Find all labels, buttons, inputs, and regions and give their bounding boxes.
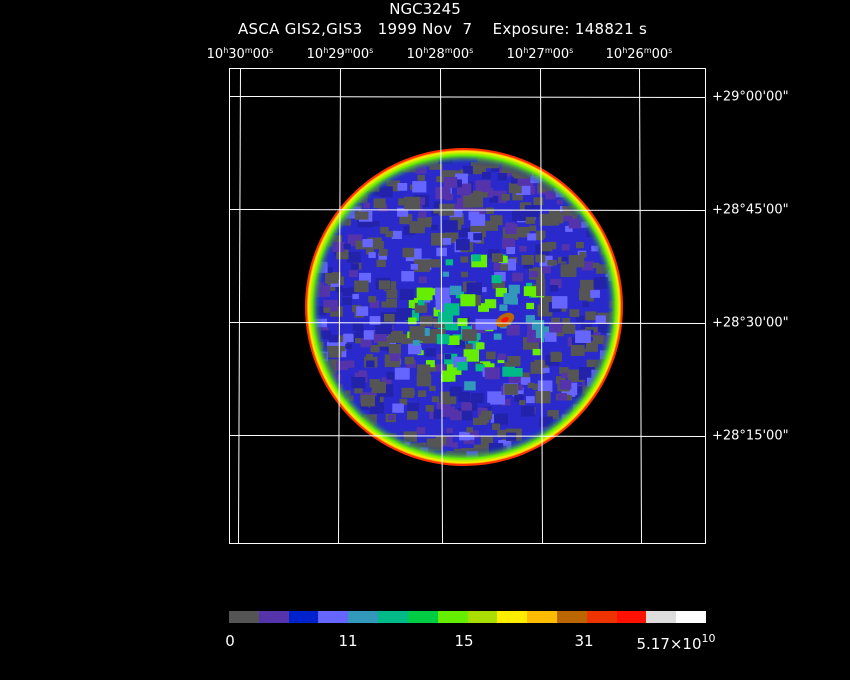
- ra-tick-label: 10h27m00s: [506, 46, 574, 62]
- dec-tick-label: +28°45'00": [712, 202, 789, 218]
- object-title: NGC3245: [389, 0, 461, 18]
- colorbar-swatch: [229, 611, 259, 623]
- intensity-patch: [592, 402, 604, 411]
- intensity-patch: [621, 286, 622, 296]
- grid-line: [228, 96, 706, 98]
- colorbar-swatch: [556, 611, 587, 623]
- ra-tick-label: 10h26m00s: [605, 46, 673, 62]
- ra-tick-label: 10h28m00s: [406, 46, 474, 62]
- colorbar-swatch: [318, 611, 349, 623]
- source-core: [501, 317, 509, 323]
- intensity-patch: [466, 464, 481, 465]
- colorbar-swatch: [527, 611, 557, 623]
- grid-line: [228, 209, 706, 211]
- colorbar-swatch: [646, 611, 677, 623]
- colorbar-tick-label: 31: [574, 632, 594, 650]
- dec-tick-label: +28°30'00": [712, 315, 789, 331]
- grid-line: [639, 67, 642, 544]
- colorbar-tick-label: 0: [225, 632, 235, 650]
- colorbar-tick-label: 11: [338, 632, 358, 650]
- grid-line: [238, 67, 241, 544]
- date-label: 1999 Nov 7: [377, 20, 473, 38]
- exposure-label: Exposure: 148821 s: [492, 20, 648, 38]
- colorbar-swatch: [497, 611, 528, 623]
- grid-line: [228, 435, 706, 437]
- colorbar-swatch: [676, 611, 706, 623]
- colorbar-tick-label: 15: [454, 632, 474, 650]
- ra-tick-label: 10h29m00s: [306, 46, 374, 62]
- grid-line: [338, 67, 341, 544]
- colorbar-swatch: [288, 611, 319, 623]
- intensity-patch: [617, 345, 622, 353]
- colorbar-swatch: [258, 611, 289, 623]
- colorbar: [229, 611, 706, 623]
- dec-tick-label: +28°15'00": [712, 428, 789, 444]
- dec-tick-label: +29°00'00": [712, 89, 789, 105]
- colorbar-swatch: [586, 611, 617, 623]
- colorbar-swatch: [437, 611, 468, 623]
- grid-line: [228, 322, 706, 324]
- colorbar-swatch: [467, 611, 498, 623]
- colorbar-swatch: [407, 611, 438, 623]
- intensity-patch: [619, 326, 622, 338]
- observation-subtitle: ASCA GIS2,GIS3 1999 Nov 7 Exposure: 1488…: [238, 20, 647, 38]
- ra-tick-label: 10h30m00s: [206, 46, 274, 62]
- instrument-label: ASCA GIS2,GIS3: [238, 20, 363, 38]
- intensity-patch: [590, 399, 603, 409]
- colorbar-swatch: [348, 611, 379, 623]
- detector-field: [306, 149, 622, 465]
- colorbar-swatch: [378, 611, 408, 623]
- colorbar-swatch: [616, 611, 647, 623]
- grid-line: [540, 67, 543, 544]
- field-edge: [305, 148, 623, 466]
- coordinate-grid: [228, 67, 706, 544]
- colorbar-max-label: 5.17×1010: [636, 632, 716, 653]
- grid-line: [440, 67, 443, 544]
- intensity-patch: [551, 439, 566, 451]
- plot-frame: [229, 68, 706, 544]
